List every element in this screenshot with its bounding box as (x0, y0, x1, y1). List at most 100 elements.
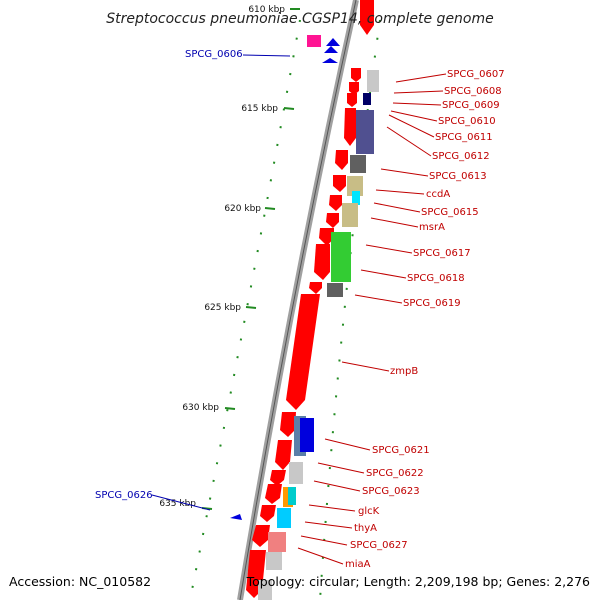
gene-arrow (335, 150, 348, 170)
gene-label: SPCG_0622 (366, 468, 424, 479)
leader-lines (297, 73, 447, 565)
gene-arrow (309, 282, 322, 294)
gene-arrow (280, 412, 296, 437)
reverse-gene-arrow (322, 58, 338, 63)
scale-tick (245, 306, 257, 309)
gene-arrow (275, 440, 292, 470)
scale-tick-label: 620 kbp (224, 204, 261, 214)
leader-line (242, 54, 291, 57)
leader-line (360, 269, 407, 279)
leader-line (300, 535, 348, 546)
gene-arrow (347, 93, 357, 107)
gene-labels: SPCG_0606 SPCG_0607 SPCG_0608 SPCG_0609 … (95, 49, 505, 570)
scale-tick-label: 610 kbp (248, 5, 285, 15)
gene-label: SPCG_0607 (447, 69, 505, 80)
reverse-gene-arrow (324, 46, 338, 53)
gene-arrow (349, 82, 359, 95)
gene-label: SPCG_0621 (372, 445, 430, 456)
gene-arrow (260, 505, 276, 522)
scale-tick-label: 625 kbp (204, 303, 241, 313)
class-box (277, 508, 291, 528)
leader-line (375, 189, 425, 195)
gene-label: glcK (358, 506, 380, 517)
scale-tick-label: 635 kbp (159, 499, 196, 509)
gene-arrow (344, 108, 356, 146)
leader-line (317, 462, 365, 474)
accession-text: Accession: NC_010582 (9, 574, 151, 589)
leader-line (341, 361, 390, 372)
class-box (331, 232, 351, 282)
reverse-genes (230, 35, 340, 520)
class-box (363, 93, 371, 105)
gene-label: SPCG_0609 (442, 100, 500, 111)
leader-line (380, 168, 429, 177)
leader-line (370, 217, 419, 228)
genome-backbone-edge (239, 0, 357, 600)
leader-line (373, 202, 421, 213)
gene-label: ccdA (426, 189, 450, 200)
class-box (266, 552, 282, 570)
gene-label: SPCG_0615 (421, 207, 479, 218)
gene-box (307, 35, 321, 47)
gene-arrow (319, 228, 334, 246)
gene-arrow (270, 470, 286, 486)
gene-arrow (252, 525, 270, 547)
gene-label: SPCG_0608 (444, 86, 502, 97)
leader-line (365, 244, 413, 254)
reverse-gene-arrow (326, 38, 340, 46)
gene-arrow (314, 244, 330, 280)
gene-arrow (329, 195, 342, 211)
gene-label: thyA (354, 523, 377, 534)
class-box (288, 487, 296, 505)
gene-label: SPCG_0606 (185, 49, 243, 60)
class-box (300, 418, 314, 452)
leader-line (395, 73, 447, 83)
inner-dotted-ring (189, 19, 301, 600)
gene-label: SPCG_0617 (413, 248, 471, 259)
gene-label: SPCG_0611 (435, 132, 493, 143)
scale-tick-label: 630 kbp (182, 403, 219, 413)
leader-line (297, 547, 344, 565)
leader-line (308, 504, 356, 512)
class-box (289, 462, 303, 484)
gene-arrow (333, 175, 346, 192)
gene-label: SPCG_0618 (407, 273, 465, 284)
gene-arrow (360, 0, 374, 35)
class-box (350, 155, 366, 173)
leader-line (151, 494, 211, 511)
gene-label: SPCG_0612 (432, 151, 490, 162)
leader-line (304, 521, 353, 529)
gene-label: zmpB (390, 366, 418, 377)
gene-label: miaA (345, 559, 371, 570)
scale-tick (224, 407, 236, 410)
gene-label: msrA (419, 222, 445, 233)
map-title: Streptococcus pneumoniae CGSP14, complet… (106, 11, 494, 27)
leader-line (313, 480, 361, 492)
leader-line (324, 438, 371, 451)
scale-tick-group: 610 kbp 615 kbp 620 kbp 625 kbp 630 kbp … (159, 5, 300, 510)
class-box (258, 580, 272, 600)
leader-line (354, 294, 403, 304)
class-box (342, 203, 358, 227)
gene-label: SPCG_0613 (429, 171, 487, 182)
gene-arrow (351, 68, 361, 82)
leader-line (390, 110, 438, 122)
genome-backbone (237, 0, 359, 600)
gene-label: SPCG_0627 (350, 540, 408, 551)
topology-text: Topology: circular; Length: 2,209,198 bp… (246, 574, 590, 589)
gene-arrow (326, 213, 339, 228)
scale-tick (283, 107, 295, 110)
forward-genes (246, 0, 374, 598)
class-box (327, 283, 343, 297)
gene-label: SPCG_0626 (95, 490, 153, 501)
class-boxes (258, 70, 379, 600)
class-box (367, 70, 379, 92)
gene-arrow (286, 294, 320, 410)
reverse-gene-arrow (230, 514, 242, 520)
scale-tick (264, 207, 276, 210)
class-box (352, 191, 360, 205)
leader-lines-reverse (151, 54, 291, 511)
leader-line (393, 90, 444, 94)
leader-line (388, 114, 435, 138)
